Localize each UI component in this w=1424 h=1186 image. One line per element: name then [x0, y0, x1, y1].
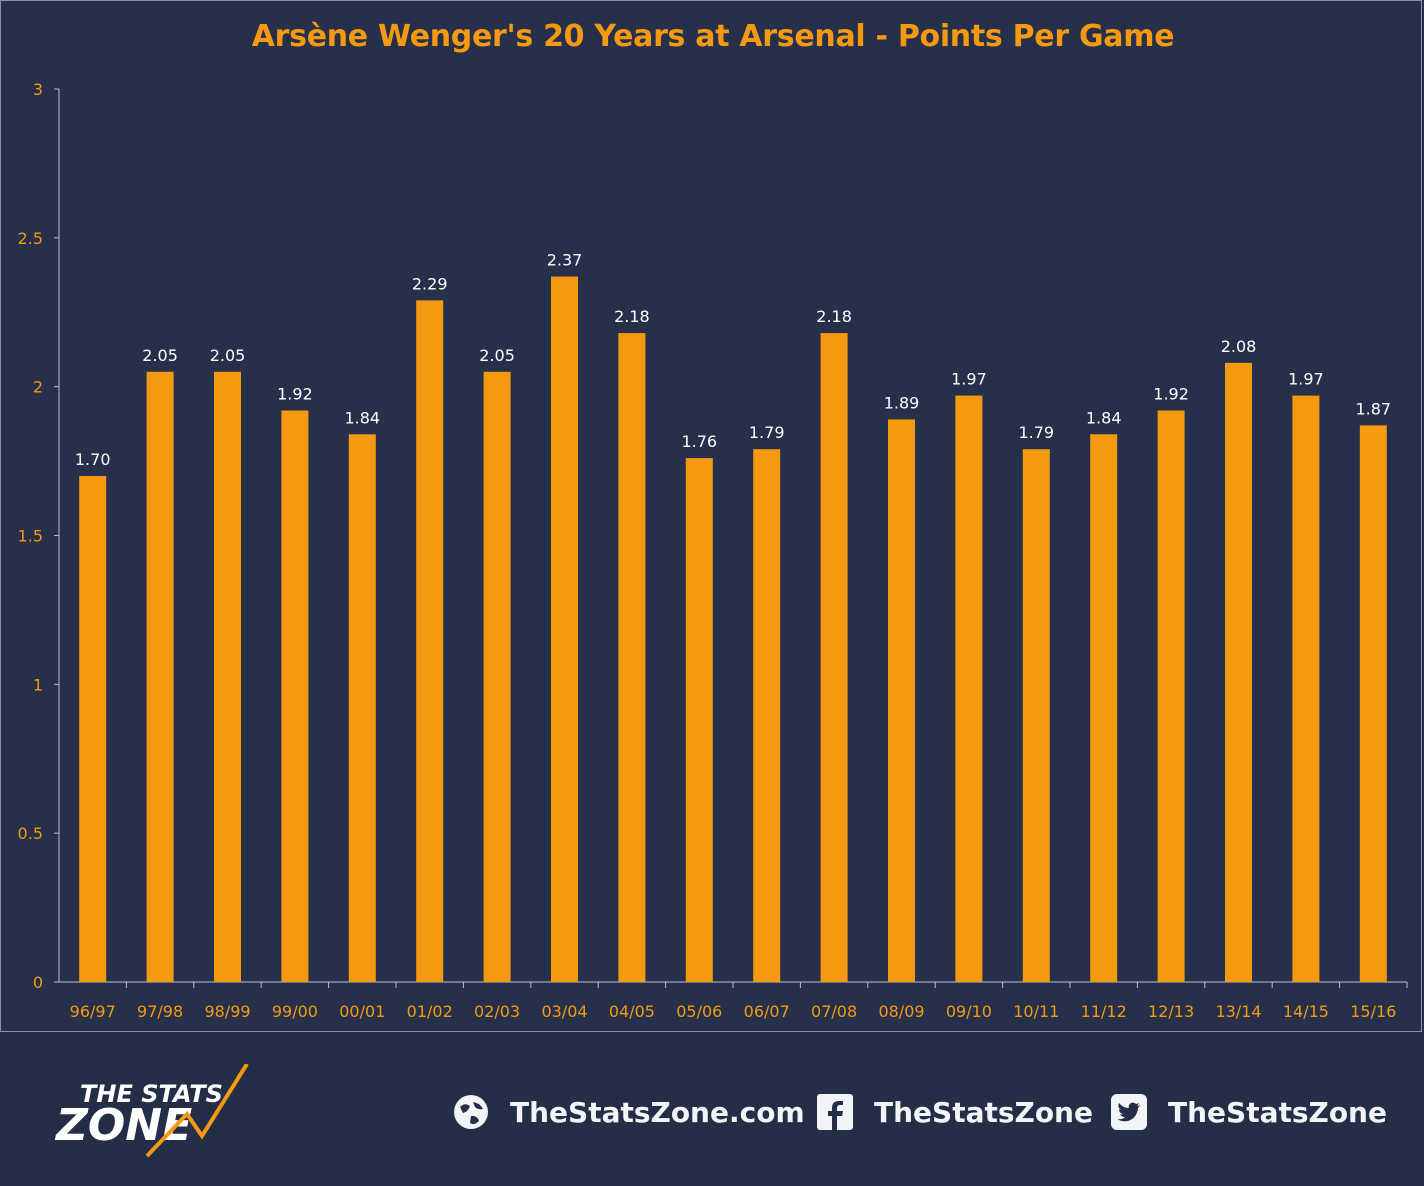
y-tick-label: 0	[33, 973, 43, 992]
bar	[281, 410, 309, 983]
data-label: 1.92	[277, 384, 313, 403]
bar	[1157, 410, 1185, 983]
data-label: 1.76	[681, 432, 717, 451]
bar	[483, 371, 511, 982]
svg-text:ZONE: ZONE	[54, 1100, 192, 1151]
chart-title: Arsène Wenger's 20 Years at Arsenal - Po…	[251, 19, 1175, 54]
data-label: 2.29	[412, 274, 448, 293]
x-tick-label: 10/11	[1013, 1002, 1059, 1021]
data-label: 1.70	[75, 450, 111, 469]
x-tick-label: 02/03	[474, 1002, 520, 1021]
bar	[1359, 425, 1387, 982]
data-label: 2.08	[1221, 337, 1257, 356]
data-label: 2.05	[479, 346, 515, 365]
bar	[888, 419, 915, 982]
x-tick-label: 98/99	[204, 1002, 250, 1021]
bar	[618, 333, 646, 982]
x-tick-label: 15/16	[1350, 1002, 1396, 1021]
x-tick-label: 96/97	[70, 1002, 116, 1021]
y-tick-label: 3	[33, 80, 43, 99]
x-tick-label: 97/98	[137, 1002, 183, 1021]
svg-text:THE STATS: THE STATS	[80, 1080, 223, 1108]
x-tick-label: 04/05	[609, 1002, 655, 1021]
x-tick-label: 13/14	[1215, 1002, 1261, 1021]
globe-icon	[452, 1093, 490, 1131]
data-label: 1.84	[1086, 408, 1122, 427]
x-tick-label: 11/12	[1081, 1002, 1127, 1021]
data-label: 1.79	[749, 423, 785, 442]
bar	[753, 449, 781, 983]
chart-panel: Arsène Wenger's 20 Years at Arsenal - Po…	[0, 0, 1422, 1032]
data-label: 1.89	[884, 393, 920, 412]
bar	[955, 395, 983, 982]
bar	[1090, 434, 1118, 982]
x-tick-label: 05/06	[676, 1002, 722, 1021]
data-label: 1.84	[344, 408, 380, 427]
data-label: 2.05	[142, 346, 178, 365]
y-tick-label: 2	[33, 378, 43, 397]
bar	[348, 434, 376, 982]
data-label: 2.18	[816, 307, 852, 326]
x-tick-label: 00/01	[339, 1002, 385, 1021]
x-tick-label: 01/02	[407, 1002, 453, 1021]
bar	[551, 276, 578, 982]
bar	[79, 475, 107, 982]
twitter-icon	[1110, 1093, 1148, 1131]
data-label: 2.18	[614, 307, 650, 326]
facebook-text: TheStatsZone	[874, 1095, 1093, 1129]
stats-zone-logo: THE STATS ZONE	[54, 1064, 249, 1158]
website-link[interactable]: TheStatsZone.com	[452, 1092, 805, 1132]
x-tick-label: 08/09	[878, 1002, 924, 1021]
bar	[214, 371, 241, 982]
bar	[146, 371, 174, 982]
twitter-link[interactable]: TheStatsZone	[1110, 1092, 1387, 1132]
x-tick-label: 07/08	[811, 1002, 857, 1021]
data-label: 2.37	[547, 251, 583, 270]
data-label: 1.92	[1153, 384, 1189, 403]
facebook-link[interactable]: TheStatsZone	[816, 1092, 1093, 1132]
data-label: 2.05	[210, 346, 246, 365]
y-tick-label: 0.5	[18, 824, 43, 843]
data-label: 1.97	[1288, 370, 1324, 389]
footer: THE STATS ZONE TheStatsZone.com TheStats…	[0, 1036, 1424, 1186]
x-tick-label: 12/13	[1148, 1002, 1194, 1021]
bar	[1292, 395, 1320, 982]
bar	[1225, 362, 1252, 982]
facebook-icon	[816, 1093, 854, 1131]
x-tick-label: 06/07	[744, 1002, 790, 1021]
bar	[1022, 449, 1050, 983]
y-tick-label: 1	[33, 675, 43, 694]
data-label: 1.97	[951, 370, 987, 389]
x-tick-label: 03/04	[541, 1002, 587, 1021]
x-tick-label: 09/10	[946, 1002, 992, 1021]
data-label: 1.87	[1355, 399, 1391, 418]
data-label: 1.79	[1018, 423, 1054, 442]
y-tick-label: 2.5	[18, 229, 43, 248]
bar	[820, 333, 848, 982]
bar-chart: 0 0.5 1 1.5 2 2.5 3 1.70 96/97 2.05 97/98 2.05 98/99…	[18, 80, 1408, 1021]
website-text: TheStatsZone.com	[510, 1095, 805, 1129]
twitter-text: TheStatsZone	[1168, 1095, 1387, 1129]
x-tick-label: 14/15	[1283, 1002, 1329, 1021]
bar	[685, 458, 713, 982]
x-tick-label: 99/00	[272, 1002, 318, 1021]
bar	[416, 300, 444, 982]
y-tick-label: 1.5	[18, 527, 43, 546]
